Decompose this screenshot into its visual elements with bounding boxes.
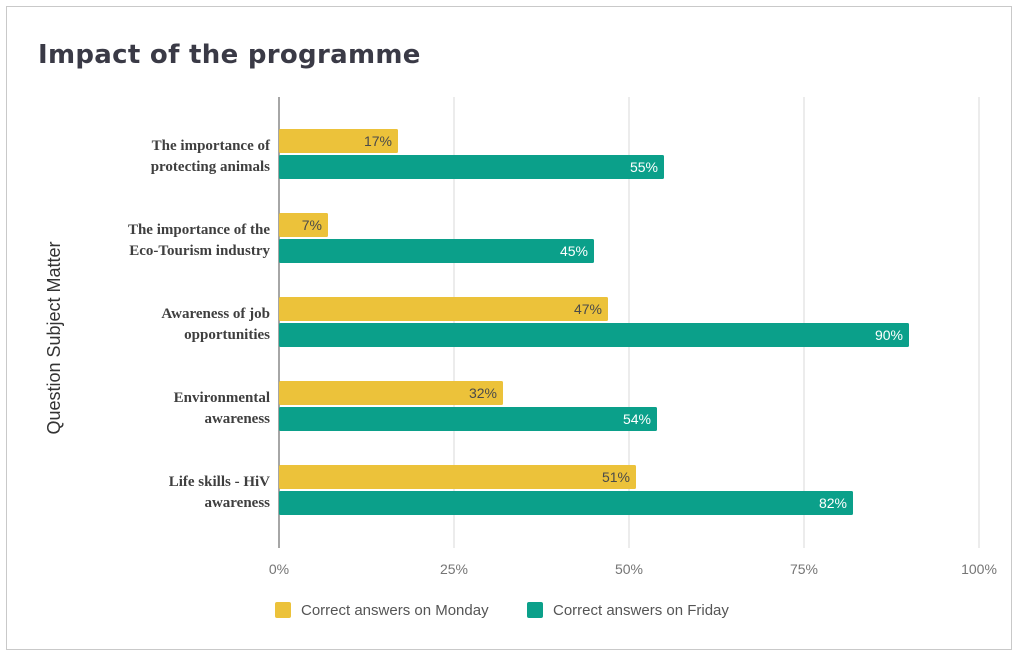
bar-friday: [279, 323, 909, 347]
x-tick-label: 0%: [269, 561, 289, 577]
bar-monday: [279, 465, 636, 489]
data-label: 90%: [875, 327, 903, 343]
bar-monday: [279, 129, 398, 153]
category-label: Eco-Tourism industry: [129, 243, 270, 259]
bar-monday: [279, 381, 503, 405]
category-label: Environmental: [174, 390, 270, 406]
category-label: protecting animals: [151, 159, 270, 175]
legend-swatch-friday: [527, 602, 543, 618]
data-label: 51%: [602, 469, 630, 485]
category-label: The importance of the: [128, 222, 270, 238]
x-tick-label: 50%: [615, 561, 643, 577]
bar-friday: [279, 407, 657, 431]
data-label: 82%: [819, 495, 847, 511]
category-label: Awareness of job: [161, 306, 270, 322]
bar-monday: [279, 213, 328, 237]
x-tick-label: 75%: [790, 561, 818, 577]
bar-monday: [279, 297, 608, 321]
bar-friday: [279, 155, 664, 179]
legend-swatch-monday: [275, 602, 291, 618]
data-label: 32%: [469, 385, 497, 401]
category-label: awareness: [204, 495, 270, 511]
data-label: 47%: [574, 301, 602, 317]
data-label: 45%: [560, 243, 588, 259]
data-label: 7%: [302, 217, 322, 233]
y-axis-title: Question Subject Matter: [44, 241, 64, 434]
category-label: awareness: [204, 411, 270, 427]
bar-friday: [279, 239, 594, 263]
category-label: The importance of: [152, 138, 271, 154]
x-tick-label: 100%: [961, 561, 997, 577]
chart-title: Impact of the programme: [38, 40, 421, 70]
category-label: Life skills - HiV: [169, 474, 270, 490]
category-label: opportunities: [184, 327, 270, 343]
legend-label: Correct answers on Friday: [553, 602, 729, 619]
data-label: 17%: [364, 133, 392, 149]
data-label: 55%: [630, 159, 658, 175]
bar-friday: [279, 491, 853, 515]
x-tick-label: 25%: [440, 561, 468, 577]
legend-label: Correct answers on Monday: [301, 602, 489, 619]
data-label: 54%: [623, 411, 651, 427]
